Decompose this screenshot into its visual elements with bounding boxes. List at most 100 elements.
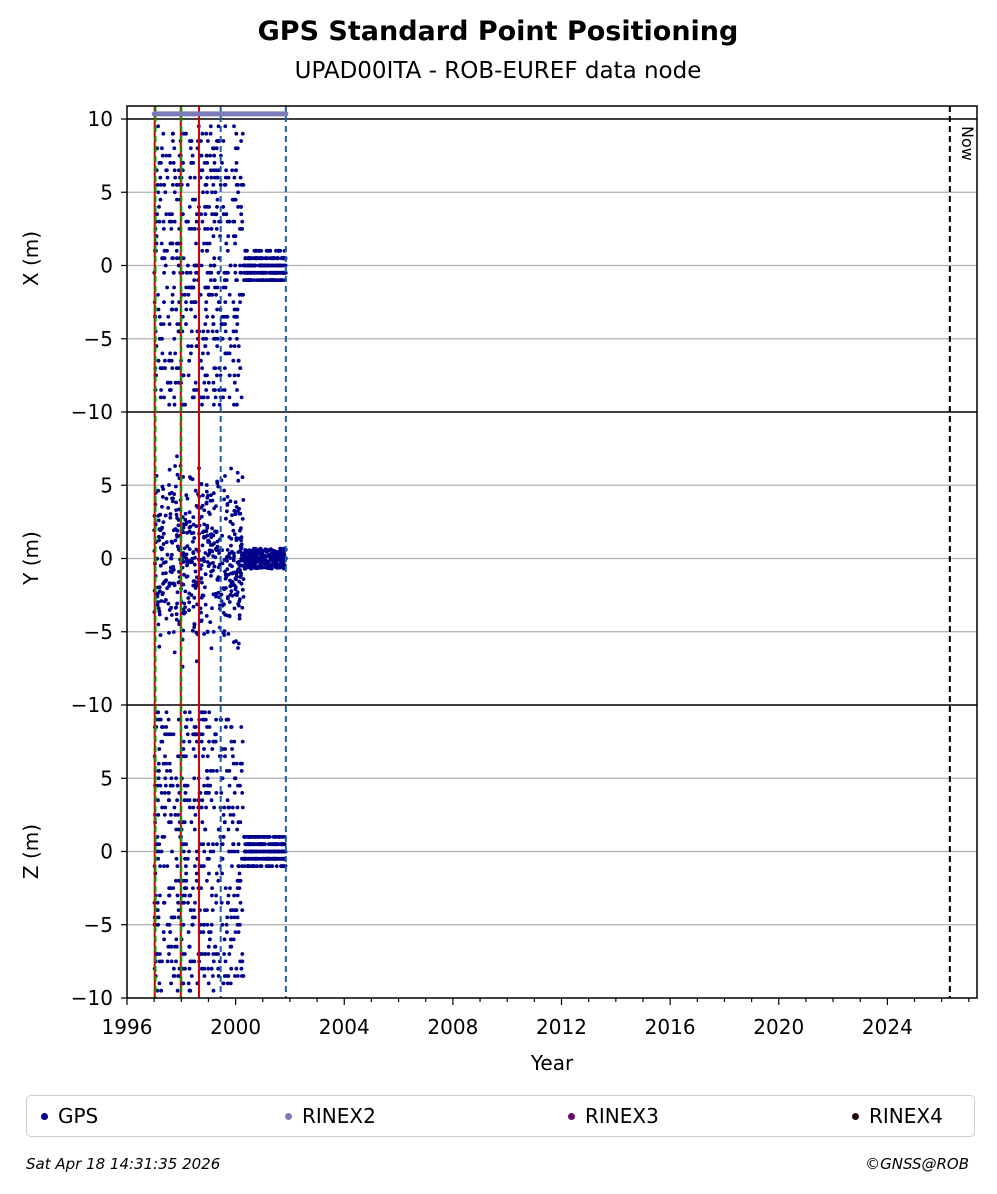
gps-point <box>181 739 186 744</box>
gps-point <box>171 139 175 143</box>
gps-point <box>231 528 236 533</box>
gps-point <box>232 219 237 224</box>
gps-point <box>168 380 173 385</box>
gps-point <box>226 175 231 180</box>
gps-point <box>267 548 272 552</box>
gps-point <box>162 183 167 187</box>
gps-point <box>280 842 284 847</box>
gps-point <box>225 548 230 552</box>
gps-point <box>168 732 173 737</box>
gps-point <box>223 820 227 825</box>
gps-point <box>165 959 170 964</box>
gps-point <box>168 783 173 788</box>
gps-point <box>161 581 166 586</box>
gps-point <box>184 285 189 290</box>
gps-point <box>207 270 212 275</box>
gps-point <box>223 886 228 890</box>
gps-point <box>252 849 256 854</box>
gps-point <box>166 601 171 606</box>
gps-point <box>213 555 218 560</box>
gps-point <box>199 263 204 268</box>
gps-point <box>187 739 192 744</box>
gps-point <box>273 856 278 861</box>
gps-point <box>187 849 191 854</box>
gps-point <box>165 285 170 290</box>
gps-point <box>232 402 236 407</box>
gps-point <box>229 344 233 348</box>
legend-item-rinex2: RINEX2 <box>285 1096 376 1136</box>
gps-point <box>255 558 260 563</box>
ylabel-y: Y (m) <box>19 531 43 586</box>
legend: GPS RINEX2 RINEX3 RINEX4 <box>26 1095 975 1137</box>
gps-point <box>174 508 179 512</box>
gps-point <box>185 732 190 737</box>
gps-point <box>163 190 168 195</box>
gps-point <box>186 263 190 268</box>
gps-point <box>222 952 227 956</box>
gps-point <box>223 300 228 304</box>
gps-point <box>202 922 206 927</box>
gps-point <box>157 219 162 224</box>
gps-point <box>169 358 174 363</box>
gps-point <box>216 974 221 978</box>
gps-point <box>181 402 186 407</box>
gps-point <box>210 606 214 611</box>
gps-point <box>241 498 246 502</box>
gps-point <box>160 535 165 540</box>
gps-point <box>192 562 197 567</box>
gps-point <box>235 402 239 407</box>
gps-point <box>203 534 208 539</box>
gps-point <box>224 351 229 356</box>
gps-point <box>233 512 238 517</box>
gps-point <box>182 798 187 803</box>
gps-point <box>226 827 231 832</box>
gps-point <box>161 930 166 934</box>
gps-point <box>191 531 196 535</box>
gps-point <box>282 856 286 861</box>
gps-point <box>169 981 174 986</box>
legend-item-rinex3: RINEX3 <box>568 1096 659 1136</box>
gps-point <box>161 761 166 766</box>
gps-point <box>239 725 244 729</box>
gps-point <box>183 893 187 898</box>
gps-point <box>166 944 171 949</box>
gps-point <box>222 937 227 942</box>
gps-point <box>231 558 236 563</box>
gps-point <box>192 827 197 832</box>
gps-point <box>184 754 188 759</box>
gps-point <box>156 591 160 596</box>
gps-point <box>194 878 199 883</box>
gps-point <box>249 856 254 861</box>
gps-point <box>232 344 237 348</box>
gps-point <box>193 915 197 920</box>
gps-point <box>234 908 239 912</box>
gps-point <box>209 574 213 578</box>
xtick-label: 2004 <box>319 1015 370 1039</box>
gps-point <box>275 849 280 854</box>
gps-point <box>167 630 171 635</box>
gps-point <box>237 864 241 868</box>
gps-point <box>193 900 197 905</box>
gps-point <box>228 981 233 986</box>
gps-point <box>235 849 240 854</box>
gps-point <box>231 937 236 942</box>
gps-point <box>187 285 191 290</box>
gps-point <box>157 981 162 986</box>
gps-point <box>199 886 204 890</box>
gps-point <box>215 539 220 544</box>
gps-point <box>168 515 173 520</box>
gps-point <box>226 974 231 978</box>
gps-point <box>226 893 231 898</box>
legend-label-gps: GPS <box>58 1104 99 1128</box>
gps-point <box>174 612 179 617</box>
gps-point <box>230 747 235 751</box>
gps-point <box>238 227 242 231</box>
gps-point <box>167 153 172 158</box>
gps-point <box>160 725 164 729</box>
gps-point <box>194 219 199 224</box>
gps-point <box>162 813 167 817</box>
gps-point <box>242 864 247 868</box>
gps-point <box>186 981 191 986</box>
gps-point <box>162 248 167 253</box>
gps-point <box>165 732 169 737</box>
